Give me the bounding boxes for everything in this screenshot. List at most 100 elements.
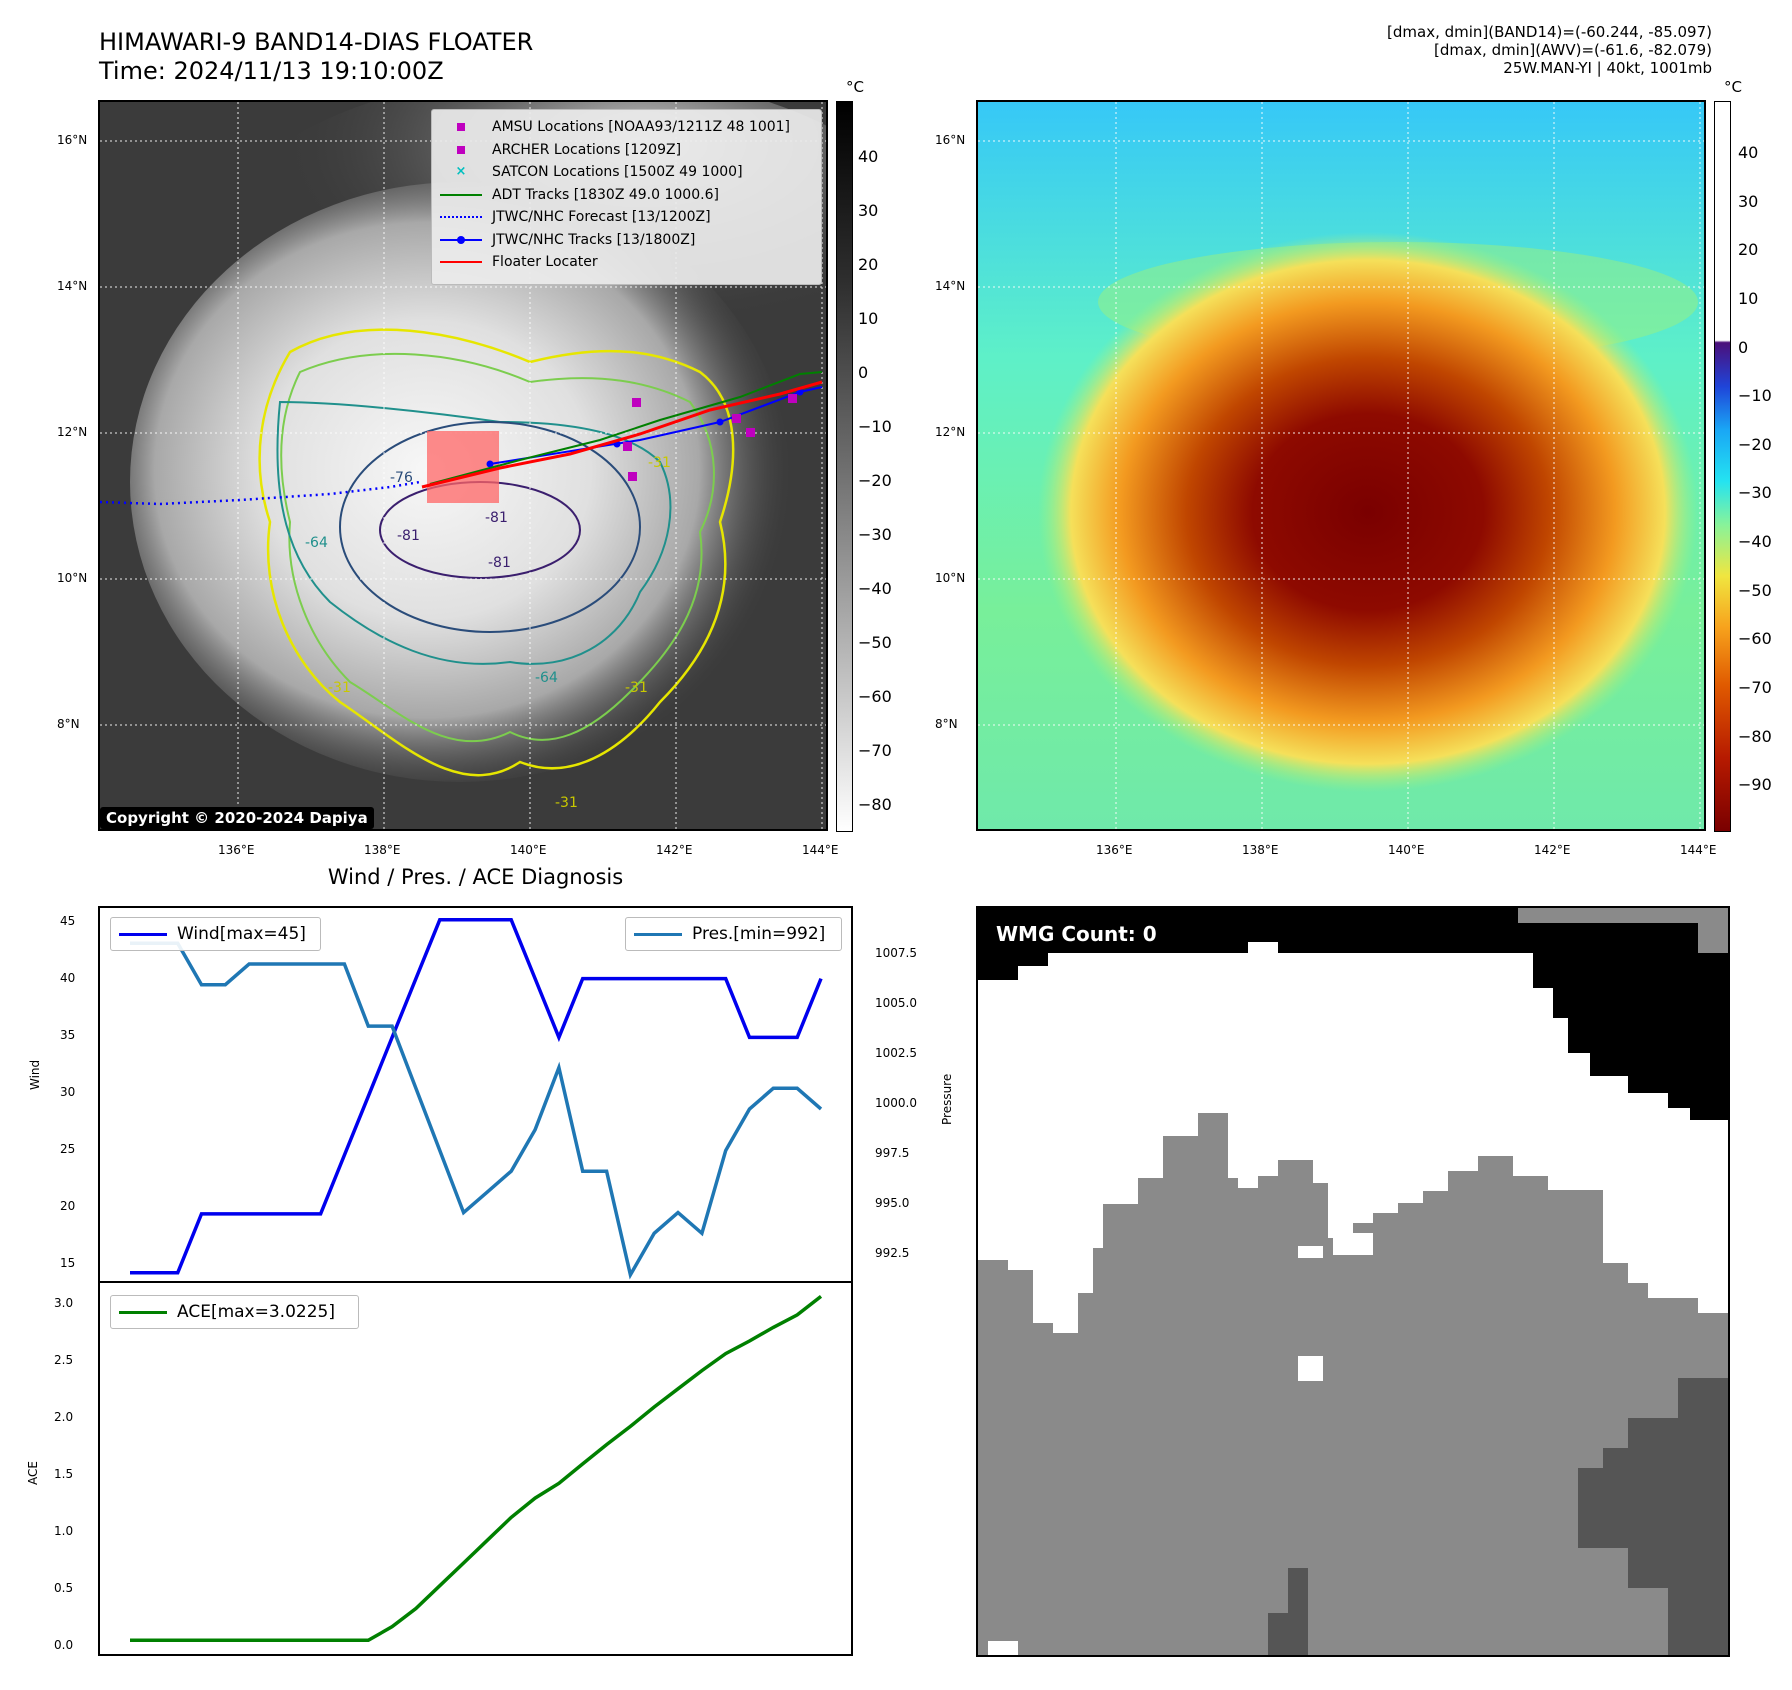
- jtwc-track-points: [486, 388, 804, 468]
- graticule: [978, 102, 1704, 829]
- contour-label: -81: [485, 510, 508, 526]
- y2-tick: 1007.5: [875, 946, 917, 960]
- lon-label: 138°E: [364, 843, 401, 857]
- lat-label: 8°N: [935, 717, 958, 731]
- y2-tick: 997.5: [875, 1146, 910, 1160]
- legend-item: AMSU Locations [NOAA93/1211Z 48 1001]: [440, 116, 813, 139]
- lat-label: 8°N: [57, 717, 80, 731]
- y-tick: 2.5: [54, 1353, 74, 1367]
- y-tick: 1.5: [54, 1467, 74, 1481]
- y-tick: 15: [60, 1256, 76, 1270]
- colorbar-tick: 30: [1738, 192, 1759, 211]
- lon-label: 142°E: [656, 843, 693, 857]
- colorbar-tick: −60: [1738, 629, 1772, 648]
- contour-label: -31: [648, 455, 671, 471]
- lon-label: 140°E: [1388, 843, 1425, 857]
- lon-label: 136°E: [218, 843, 255, 857]
- y-tick: 0.0: [54, 1638, 74, 1652]
- contour-label: -76: [390, 470, 413, 486]
- contour-label: -31: [328, 680, 351, 696]
- ace-series-line: [130, 1295, 823, 1643]
- wmg-dark-region: [1578, 1378, 1728, 1655]
- colorbar-tick: −10: [1738, 386, 1772, 405]
- y-tick: 30: [60, 1085, 76, 1099]
- wind-legend: Wind[max=45]: [110, 917, 321, 951]
- lat-label: 16°N: [935, 133, 966, 147]
- contour-labels: -76 -81 -81 -81 -64 -64 -31 -31 -31 -31: [305, 455, 671, 811]
- lon-label: 144°E: [802, 843, 839, 857]
- archer-amsu-points: [623, 394, 797, 481]
- colorbar-tick: −60: [858, 687, 892, 706]
- y-tick: 25: [60, 1142, 76, 1156]
- colorbar-tick: −50: [1738, 581, 1772, 600]
- line-dot-icon: [440, 233, 482, 247]
- legend-item: JTWC/NHC Tracks [13/1800Z]: [440, 229, 813, 252]
- contour-label: -64: [535, 670, 558, 686]
- contour-label: -64: [305, 535, 328, 551]
- lat-label: 16°N: [57, 133, 88, 147]
- contour-76: [339, 421, 641, 633]
- lon-label: 136°E: [1096, 843, 1133, 857]
- ace-plot: [130, 1295, 823, 1643]
- colorbar-tick: 30: [858, 201, 879, 220]
- colorbar-tick: −70: [858, 741, 892, 760]
- lon-label: 138°E: [1242, 843, 1279, 857]
- colorbar-tick: 10: [858, 309, 879, 328]
- lat-label: 10°N: [57, 571, 88, 585]
- legend-item: Floater Locater: [440, 251, 813, 274]
- lat-label: 12°N: [935, 425, 966, 439]
- square-marker-icon: [440, 120, 482, 134]
- y-tick: 2.0: [54, 1410, 74, 1424]
- contour-31: [258, 328, 735, 777]
- wmg-gray-region: [978, 1113, 1728, 1655]
- lat-label: 14°N: [935, 279, 966, 293]
- ir-map-legend: AMSU Locations [NOAA93/1211Z 48 1001] AR…: [431, 109, 822, 285]
- line-icon: [119, 927, 167, 941]
- line-icon: [440, 188, 482, 202]
- colorbar-tick: −10: [858, 417, 892, 436]
- y-tick: 35: [60, 1028, 76, 1042]
- wmg-panel: WMG Count: 0: [976, 906, 1730, 1657]
- jtwc-forecast-track: [100, 480, 421, 506]
- colorbar-tick: 40: [858, 147, 879, 166]
- floater-box: [427, 431, 499, 503]
- y-tick: 20: [60, 1199, 76, 1213]
- contour-label: -31: [555, 795, 578, 811]
- ace-legend: ACE[max=3.0225]: [110, 1295, 359, 1329]
- lon-label: 142°E: [1534, 843, 1571, 857]
- line-icon: [119, 1305, 167, 1319]
- colorbar-tick: −30: [858, 525, 892, 544]
- wind-pressure-plot: [130, 918, 823, 1280]
- x-marker-icon: ×: [455, 164, 467, 180]
- dotted-line-icon: [440, 210, 482, 224]
- contour-45: [280, 352, 715, 743]
- awv-colorbar: [1714, 101, 1731, 832]
- wmg-count-label: WMG Count: 0: [996, 922, 1157, 946]
- wmg-cold-region: [978, 908, 1728, 1120]
- colorbar-tick: −20: [858, 471, 892, 490]
- colorbar-tick: −30: [1738, 483, 1772, 502]
- contour-label: -81: [397, 528, 420, 544]
- y2-tick: 1002.5: [875, 1046, 917, 1060]
- wmg-grid: [978, 908, 1728, 1655]
- colorbar-tick: 10: [1738, 289, 1759, 308]
- lat-label: 14°N: [57, 279, 88, 293]
- y2-tick: 995.0: [875, 1196, 910, 1210]
- awv-map-panel: [976, 100, 1706, 831]
- colorbar-tick: −40: [1738, 532, 1772, 551]
- y-tick: 0.5: [54, 1581, 74, 1595]
- ir-map-panel: -76 -81 -81 -81 -64 -64 -31 -31 -31 -31 …: [98, 100, 828, 831]
- colorbar-tick: −50: [858, 633, 892, 652]
- legend-item: ADT Tracks [1830Z 49.0 1000.6]: [440, 184, 813, 207]
- colorbar-tick: −70: [1738, 678, 1772, 697]
- y2-tick: 1005.0: [875, 996, 917, 1010]
- awv-map-svg: [978, 102, 1704, 829]
- diag-title: Wind / Pres. / ACE Diagnosis: [327, 865, 624, 889]
- square-marker-icon: [440, 143, 482, 157]
- ace-panel: ACE[max=3.0225]: [98, 1281, 853, 1656]
- colorbar-tick: 20: [1738, 240, 1759, 259]
- colorbar-tick: 20: [858, 255, 879, 274]
- stats-block: [dmax, dmin](BAND14)=(-60.244, -85.097) …: [1387, 23, 1712, 77]
- y2-tick: 992.5: [875, 1246, 910, 1260]
- lat-label: 12°N: [57, 425, 88, 439]
